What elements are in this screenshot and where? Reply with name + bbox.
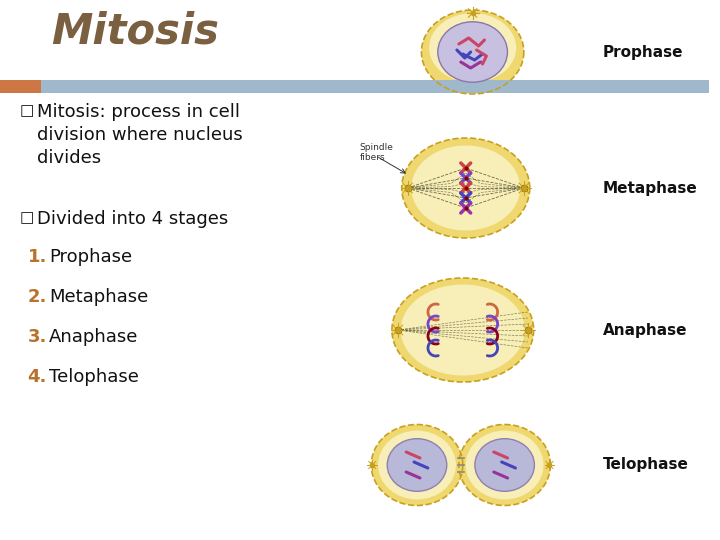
Ellipse shape bbox=[402, 138, 530, 238]
Text: Divided into 4 stages: Divided into 4 stages bbox=[37, 210, 229, 228]
Text: Metaphase: Metaphase bbox=[603, 180, 698, 195]
Text: □: □ bbox=[19, 210, 34, 225]
Ellipse shape bbox=[411, 145, 520, 231]
Text: 3.: 3. bbox=[27, 328, 47, 346]
Ellipse shape bbox=[378, 430, 456, 500]
Text: Telophase: Telophase bbox=[49, 368, 139, 386]
Ellipse shape bbox=[459, 424, 550, 505]
Ellipse shape bbox=[429, 13, 516, 83]
Text: Mitosis: process in cell
division where nucleus
divides: Mitosis: process in cell division where … bbox=[37, 103, 243, 167]
Bar bbox=[41, 80, 709, 93]
Ellipse shape bbox=[372, 424, 463, 505]
Ellipse shape bbox=[392, 278, 534, 382]
Text: Prophase: Prophase bbox=[603, 44, 683, 59]
Bar bbox=[611, 80, 709, 93]
Text: Anaphase: Anaphase bbox=[603, 322, 687, 338]
Ellipse shape bbox=[438, 22, 508, 82]
Text: 1.: 1. bbox=[27, 248, 47, 266]
Ellipse shape bbox=[401, 285, 525, 375]
Text: Metaphase: Metaphase bbox=[49, 288, 148, 306]
Text: □: □ bbox=[19, 103, 34, 118]
Bar bbox=[0, 80, 41, 93]
Text: Prophase: Prophase bbox=[49, 248, 132, 266]
Ellipse shape bbox=[387, 438, 447, 491]
Text: 4.: 4. bbox=[27, 368, 47, 386]
Ellipse shape bbox=[466, 430, 544, 500]
Text: 2.: 2. bbox=[27, 288, 47, 306]
Text: Telophase: Telophase bbox=[603, 457, 688, 472]
Ellipse shape bbox=[421, 10, 524, 94]
Text: Spindle
fibers: Spindle fibers bbox=[359, 143, 393, 163]
Text: Mitosis: Mitosis bbox=[51, 10, 219, 52]
Text: Anaphase: Anaphase bbox=[49, 328, 139, 346]
Ellipse shape bbox=[475, 438, 534, 491]
